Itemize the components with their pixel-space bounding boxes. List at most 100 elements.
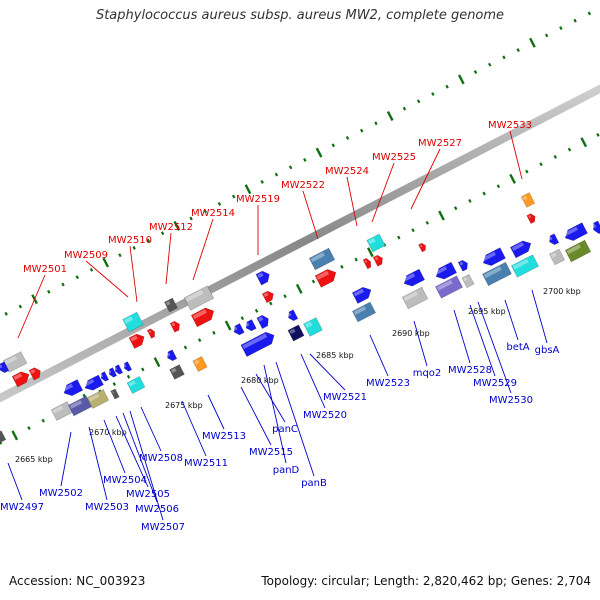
gene-block-2 bbox=[28, 367, 41, 381]
leader-line bbox=[165, 232, 172, 285]
kbp-tick-label: 2690 kbp bbox=[392, 329, 430, 338]
lower-dotted-track bbox=[141, 367, 145, 372]
gene-label: MW2533 bbox=[488, 120, 532, 131]
gene-block-30 bbox=[434, 275, 464, 299]
upper-dotted-track bbox=[173, 220, 181, 231]
gene-label: MW2507 bbox=[141, 522, 185, 533]
gene-block-53 bbox=[110, 388, 120, 400]
gene-block-7 bbox=[164, 297, 178, 313]
genome-summary: Topology: circular; Length: 2,820,462 bp… bbox=[261, 574, 591, 588]
upper-dotted-track bbox=[559, 26, 563, 30]
upper-dotted-track bbox=[529, 37, 536, 48]
upper-dotted-track bbox=[18, 304, 23, 309]
leader-line bbox=[17, 274, 46, 339]
upper-dotted-track bbox=[431, 92, 435, 96]
lower-dotted-track bbox=[224, 320, 232, 331]
lower-dotted-track bbox=[580, 137, 588, 148]
upper-dotted-track bbox=[146, 238, 151, 243]
upper-dotted-track bbox=[217, 201, 222, 206]
lower-dotted-track bbox=[112, 382, 117, 387]
upper-dotted-track bbox=[315, 147, 323, 158]
leader-line bbox=[192, 218, 214, 281]
gene-label: MW2512 bbox=[149, 222, 193, 233]
gene-block-54 bbox=[126, 376, 146, 394]
gene-block-39 bbox=[548, 233, 560, 246]
gene-label: MW2515 bbox=[249, 447, 293, 458]
kbp-tick-label: 2685 kbp bbox=[316, 351, 354, 360]
gene-label: panD bbox=[273, 465, 300, 476]
gene-block-1 bbox=[11, 371, 30, 388]
leader-line bbox=[207, 394, 225, 430]
leader-line bbox=[504, 299, 519, 341]
gene-block-31 bbox=[461, 273, 475, 289]
gene-block-59 bbox=[0, 430, 7, 444]
leader-line bbox=[115, 415, 149, 488]
leader-line bbox=[477, 301, 512, 394]
gene-block-4 bbox=[122, 311, 144, 333]
upper-dotted-track bbox=[303, 158, 307, 162]
lower-dotted-track bbox=[153, 357, 161, 368]
gene-label: MW2525 bbox=[372, 152, 416, 163]
upper-dotted-track bbox=[232, 194, 236, 199]
upper-dotted-track bbox=[288, 165, 293, 170]
leader-line bbox=[60, 431, 72, 487]
leader-line bbox=[369, 334, 389, 377]
gene-label: MW2511 bbox=[184, 458, 228, 469]
upper-dotted-track bbox=[402, 106, 407, 111]
lower-dotted-track bbox=[340, 264, 344, 269]
lower-dotted-track bbox=[11, 430, 19, 441]
lower-dotted-track bbox=[596, 133, 600, 137]
upper-dotted-track bbox=[75, 275, 79, 280]
upper-dotted-track bbox=[516, 48, 520, 52]
lower-dotted-track bbox=[509, 173, 516, 184]
lower-dotted-track bbox=[183, 345, 188, 350]
leader-line bbox=[453, 309, 471, 364]
leader-line bbox=[300, 353, 326, 409]
gene-label: MW2520 bbox=[303, 410, 347, 421]
lower-dotted-track bbox=[411, 228, 415, 233]
gene-block-48 bbox=[114, 364, 124, 375]
gene-block-29 bbox=[434, 261, 458, 280]
gene-label: MW2503 bbox=[85, 502, 129, 513]
gene-block-22 bbox=[351, 301, 377, 323]
gene-block-15 bbox=[261, 290, 274, 304]
gene-block-41 bbox=[563, 222, 588, 241]
leader-line bbox=[275, 361, 315, 477]
upper-dotted-track bbox=[260, 180, 264, 184]
upper-dotted-track bbox=[488, 62, 492, 67]
leader-line bbox=[410, 148, 441, 210]
gene-block-19 bbox=[303, 317, 323, 337]
leader-line bbox=[240, 386, 272, 446]
upper-dotted-track bbox=[360, 128, 364, 133]
gene-block-25 bbox=[372, 254, 383, 267]
kbp-tick-label: 2700 kbp bbox=[543, 287, 581, 296]
upper-dotted-track bbox=[445, 84, 449, 89]
gene-label: MW2523 bbox=[366, 378, 410, 389]
accession-label: Accession: NC_003923 bbox=[9, 574, 146, 588]
gene-block-6 bbox=[146, 328, 155, 339]
gene-block-34 bbox=[482, 261, 512, 287]
gene-block-9 bbox=[183, 285, 215, 311]
lower-dotted-track bbox=[567, 147, 572, 152]
lower-dotted-track bbox=[453, 206, 458, 211]
gene-label: panB bbox=[301, 478, 327, 489]
gene-label: MW2497 bbox=[0, 502, 44, 513]
lower-dotted-track bbox=[468, 198, 472, 203]
gene-block-52 bbox=[86, 389, 110, 409]
lower-dotted-track bbox=[438, 210, 445, 221]
upper-dotted-track bbox=[89, 267, 94, 272]
lower-dotted-track bbox=[269, 301, 273, 306]
leader-line bbox=[413, 320, 428, 367]
leader-line bbox=[85, 260, 129, 298]
leader-line bbox=[103, 419, 126, 474]
gene-block-35 bbox=[509, 240, 532, 259]
leader-line bbox=[129, 410, 164, 521]
lower-dotted-track bbox=[354, 257, 358, 262]
upper-dotted-track bbox=[502, 55, 506, 60]
lower-dotted-track bbox=[41, 418, 45, 423]
leader-line bbox=[129, 245, 138, 303]
lower-dotted-track bbox=[212, 330, 216, 335]
gene-block-45 bbox=[83, 374, 104, 391]
lower-dotted-track bbox=[254, 308, 259, 313]
gene-block-49 bbox=[123, 361, 133, 372]
